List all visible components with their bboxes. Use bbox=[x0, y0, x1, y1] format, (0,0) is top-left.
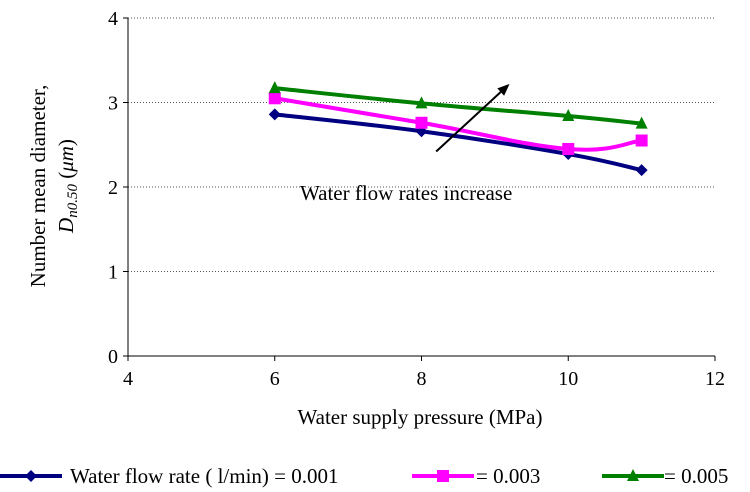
legend-item-3: = 0.005 bbox=[602, 464, 728, 488]
x-tick-label: 10 bbox=[558, 368, 578, 390]
x-axis-title: Water supply pressure (MPa) bbox=[298, 405, 543, 429]
legend-swatch-marker bbox=[627, 469, 639, 481]
x-tick-label: 12 bbox=[705, 368, 725, 390]
y-axis-title-line1: Number mean diameter, bbox=[26, 85, 50, 288]
y-tick-label: 2 bbox=[108, 177, 118, 199]
x-tick-label: 6 bbox=[270, 368, 280, 390]
y-axis-unit-close: ) bbox=[54, 139, 78, 146]
legend-label: = 0.003 bbox=[476, 464, 540, 488]
series-3 bbox=[268, 81, 648, 129]
y-axis-title: Number mean diameter, Dn0.50 (μm) bbox=[26, 85, 81, 288]
data-point bbox=[415, 125, 428, 138]
data-point bbox=[415, 96, 428, 109]
legend-item-1: Water flow rate ( l/min) = 0.001 bbox=[0, 464, 339, 488]
data-point bbox=[415, 116, 428, 129]
series-line bbox=[274, 86, 642, 126]
annotation-arrow bbox=[435, 91, 502, 153]
x-tick-label: 8 bbox=[417, 368, 427, 390]
data-point bbox=[562, 142, 575, 155]
data-point bbox=[268, 92, 281, 105]
y-tick-label: 3 bbox=[108, 93, 118, 115]
y-axis-unit: μm bbox=[54, 146, 78, 173]
series-line bbox=[274, 112, 643, 173]
y-axis-symbol: D bbox=[54, 218, 78, 234]
data-point bbox=[635, 134, 648, 147]
series-2 bbox=[268, 92, 648, 155]
legend-item-2: = 0.003 bbox=[412, 464, 540, 488]
data-point bbox=[635, 116, 648, 129]
legend-swatch-marker bbox=[437, 470, 449, 482]
x-tick-label: 4 bbox=[123, 368, 133, 390]
y-axis-unit-open: ( bbox=[54, 172, 78, 184]
y-tick-label: 1 bbox=[108, 262, 118, 284]
annotation-text: Water flow rates increase bbox=[300, 181, 512, 205]
y-axis-subscript: n0.50 bbox=[65, 184, 81, 218]
y-tick-label: 4 bbox=[108, 8, 118, 30]
legend-label: Water flow rate ( l/min) = 0.001 bbox=[70, 464, 339, 488]
data-series bbox=[268, 81, 648, 177]
data-point bbox=[268, 108, 281, 121]
y-axis-title-line2: Dn0.50 (μm) bbox=[54, 139, 81, 234]
series-line bbox=[274, 96, 642, 152]
y-tick-label: 0 bbox=[108, 346, 118, 368]
data-point bbox=[635, 164, 648, 177]
data-point bbox=[268, 81, 281, 94]
annotation: Water flow rates increase bbox=[300, 83, 512, 205]
legend: Water flow rate ( l/min) = 0.001 = 0.003 =… bbox=[0, 464, 728, 488]
gridlines bbox=[128, 17, 715, 272]
legend-swatch-marker bbox=[25, 470, 37, 482]
annotation-arrowhead bbox=[497, 83, 510, 96]
data-point bbox=[562, 109, 575, 122]
legend-label: = 0.005 bbox=[664, 464, 728, 488]
